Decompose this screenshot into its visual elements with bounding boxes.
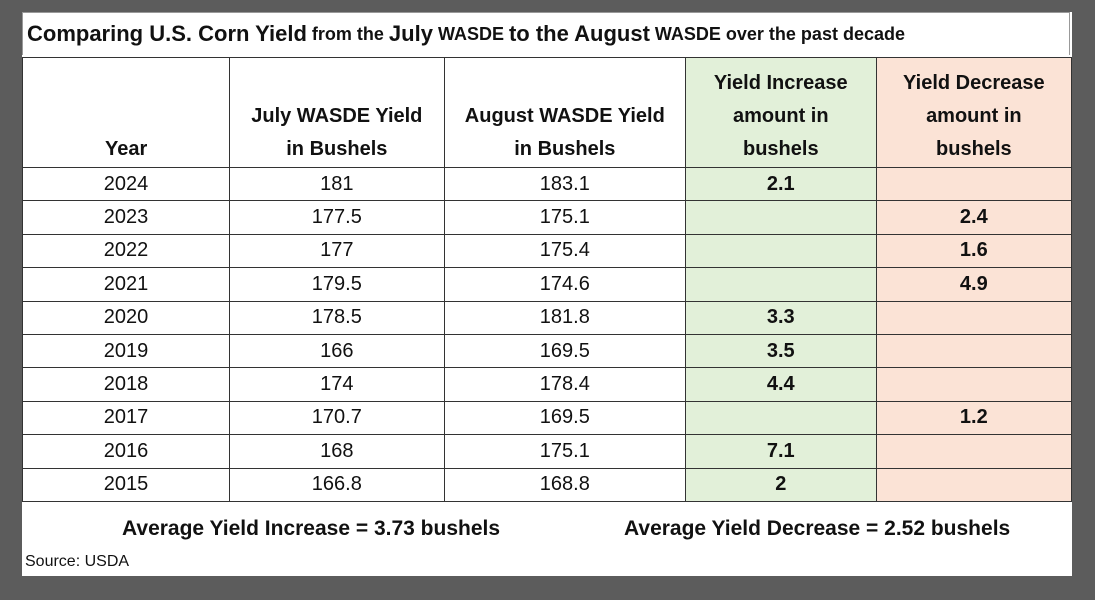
table-row: 2023 177.5 175.1 2.4: [22, 200, 1073, 235]
title-part: WASDE over the past decade: [654, 23, 905, 44]
table-cell: 177.5: [228, 200, 445, 235]
table-cell: 2021: [22, 267, 230, 302]
yield-table: Year July WASDE Yield in Bushels August WA…: [22, 57, 1073, 502]
table-row: 2024 181 183.1 2.1: [22, 166, 1073, 202]
table-cell: 2020: [22, 300, 230, 335]
table-cell: 2016: [22, 434, 230, 469]
table-cell: 181: [228, 166, 445, 202]
table-cell: 7.1: [684, 434, 877, 469]
table-cell: 169.5: [443, 333, 686, 369]
column-header: Yield Increase amount in bushels: [684, 57, 877, 168]
table-cell: 169.5: [443, 400, 686, 436]
title-part: to the August: [508, 21, 650, 46]
table-cell: [875, 434, 1073, 469]
table-cell: [684, 400, 877, 436]
title-part: WASDE: [437, 23, 504, 44]
average-increase: Average Yield Increase = 3.73 bushels: [122, 517, 501, 540]
table-row: 2015 166.8 168.8 2: [22, 467, 1073, 502]
table-cell: 179.5: [228, 267, 445, 302]
table-cell: 175.4: [443, 233, 686, 269]
table-cell: [875, 166, 1073, 202]
table-row: 2020 178.5 181.8 3.3: [22, 300, 1073, 335]
table-cell: 3.3: [684, 300, 877, 335]
table-cell: [684, 267, 877, 302]
table-cell: 2017: [22, 400, 230, 436]
table-cell: [875, 333, 1073, 369]
table-cell: 2023: [22, 200, 230, 235]
table-cell: 175.1: [443, 200, 686, 235]
table-cell: 2.4: [875, 200, 1073, 235]
table-cell: 2.1: [684, 166, 877, 202]
table-row: 2017 170.7 169.5 1.2: [22, 400, 1073, 436]
table-row: 2019 166 169.5 3.5: [22, 333, 1073, 369]
column-header: August WASDE Yield in Bushels: [443, 57, 686, 168]
table-cell: 2018: [22, 367, 230, 402]
table-cell: 183.1: [443, 166, 686, 202]
table-row: 2016 168 175.1 7.1: [22, 434, 1073, 469]
header-row: Year July WASDE Yield in Bushels August WA…: [22, 57, 1073, 168]
title-part: July: [388, 21, 433, 46]
table-cell: 4.9: [875, 267, 1073, 302]
table-cell: 174.6: [443, 267, 686, 302]
table-cell: 166.8: [228, 467, 445, 502]
spreadsheet: Comparing U.S. Corn Yield from the July WAS…: [22, 12, 1073, 576]
title: Comparing U.S. Corn Yield from the July WAS…: [22, 12, 1070, 55]
table-cell: 2019: [22, 333, 230, 369]
table-cell: [875, 467, 1073, 502]
average-decrease: Average Yield Decrease = 2.52 bushels: [624, 517, 1011, 540]
title-part: Comparing U.S. Corn Yield: [27, 21, 307, 46]
table-cell: 178.4: [443, 367, 686, 402]
table-cell: 166: [228, 333, 445, 369]
table-cell: 2024: [22, 166, 230, 202]
table-cell: 168.8: [443, 467, 686, 502]
table-cell: 174: [228, 367, 445, 402]
table-cell: 4.4: [684, 367, 877, 402]
source: Source: USDA: [25, 553, 130, 570]
table-cell: 175.1: [443, 434, 686, 469]
table-cell: [684, 200, 877, 235]
column-header: Year: [22, 57, 230, 168]
table-cell: 1.6: [875, 233, 1073, 269]
table-cell: [875, 367, 1073, 402]
table-cell: 2015: [22, 467, 230, 502]
table-cell: [684, 233, 877, 269]
table-cell: [875, 300, 1073, 335]
table-row: 2022 177 175.4 1.6: [22, 233, 1073, 269]
table-row: 2021 179.5 174.6 4.9: [22, 267, 1073, 302]
table-cell: 3.5: [684, 333, 877, 369]
table-cell: 2022: [22, 233, 230, 269]
table-cell: 170.7: [228, 400, 445, 436]
table-cell: 2: [684, 467, 877, 502]
column-header: July WASDE Yield in Bushels: [228, 57, 445, 168]
table-cell: 181.8: [443, 300, 686, 335]
table-cell: 177: [228, 233, 445, 269]
title-part: from the: [311, 23, 384, 44]
column-header: Yield Decrease amount in bushels: [875, 57, 1073, 168]
table-cell: 178.5: [228, 300, 445, 335]
table-row: 2018 174 178.4 4.4: [22, 367, 1073, 402]
table-cell: 168: [228, 434, 445, 469]
table-cell: 1.2: [875, 400, 1073, 436]
